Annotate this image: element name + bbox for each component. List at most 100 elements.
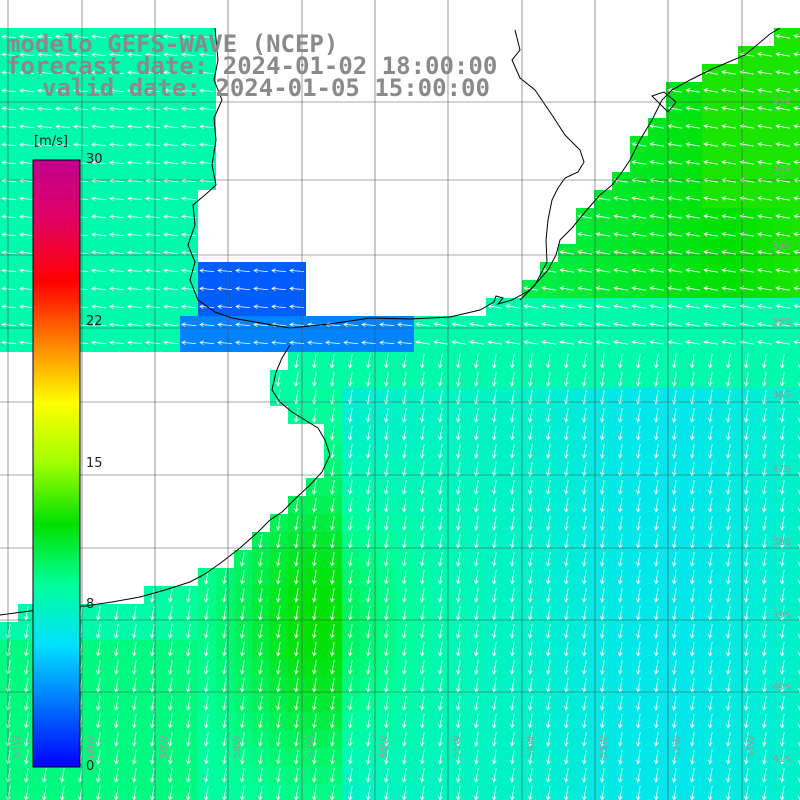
- wind-arrow: [420, 552, 425, 567]
- wind-arrow: [55, 106, 71, 111]
- wind-arrow: [19, 106, 35, 111]
- wind-arrow: [721, 214, 736, 219]
- wind-arrow: [402, 696, 407, 711]
- wind-arrow: [150, 696, 155, 711]
- wind-arrow: [762, 732, 767, 747]
- wind-arrow: [181, 142, 197, 147]
- wind-arrow: [636, 426, 641, 441]
- wind-arrow: [492, 354, 497, 369]
- wind-arrow: [744, 552, 749, 567]
- wind-arrow: [91, 178, 107, 183]
- wind-arrow: [577, 268, 592, 273]
- wind-arrow: [582, 714, 587, 729]
- wind-arrow: [577, 250, 592, 255]
- wind-arrow: [564, 768, 569, 783]
- wind-arrow: [487, 322, 502, 327]
- wind-arrow: [582, 624, 587, 639]
- wind-arrow: [564, 696, 569, 711]
- wind-arrow: [672, 444, 677, 459]
- wind-arrow: [330, 714, 335, 729]
- wind-arrow: [528, 516, 533, 531]
- wind-arrow: [510, 480, 515, 495]
- wind-arrow: [564, 552, 569, 567]
- wind-arrow: [348, 444, 353, 459]
- wind-arrow: [24, 714, 29, 729]
- wind-arrow: [546, 372, 551, 387]
- wind-arrow: [721, 340, 736, 345]
- wind-arrow: [654, 498, 659, 513]
- wind-arrow: [348, 516, 353, 531]
- wind-arrow: [19, 196, 35, 201]
- wind-arrow: [438, 768, 443, 783]
- wind-arrow: [258, 660, 263, 675]
- wind-arrow: [420, 480, 425, 495]
- wind-arrow: [654, 480, 659, 495]
- wind-arrow: [384, 732, 389, 747]
- wind-arrow: [379, 322, 395, 327]
- wind-arrow: [294, 642, 299, 657]
- wind-arrow: [456, 732, 461, 747]
- wind-arrow: [384, 462, 389, 477]
- wind-arrow: [186, 588, 191, 603]
- wind-arrow: [577, 340, 592, 345]
- wind-arrow: [204, 714, 209, 729]
- wind-arrow: [613, 232, 628, 237]
- wind-arrow: [757, 160, 772, 165]
- wind-arrow: [757, 250, 772, 255]
- wind-arrow: [775, 304, 790, 309]
- wind-arrow: [1, 322, 17, 327]
- wind-arrow: [1, 142, 17, 147]
- wind-arrow: [199, 34, 215, 39]
- wind-arrow: [708, 696, 713, 711]
- wind-arrow: [19, 52, 35, 57]
- wind-arrow: [168, 624, 173, 639]
- wind-cell: [792, 766, 800, 784]
- wind-arrow: [132, 768, 137, 783]
- wind-arrow: [618, 570, 623, 585]
- wind-arrow: [762, 714, 767, 729]
- wind-arrow: [708, 588, 713, 603]
- wind-arrow: [199, 178, 215, 183]
- wind-arrow: [762, 588, 767, 603]
- wind-arrow: [438, 660, 443, 675]
- wind-arrow: [456, 480, 461, 495]
- title-line-valid: valid date: 2024-01-05 15:00:00: [42, 74, 490, 102]
- wind-arrow: [492, 588, 497, 603]
- wind-arrow: [55, 70, 71, 75]
- wind-arrow: [114, 660, 119, 675]
- wind-arrow: [775, 106, 790, 111]
- wind-arrow: [649, 250, 664, 255]
- wind-arrow: [726, 408, 731, 423]
- wind-arrow: [366, 732, 371, 747]
- wind-arrow: [330, 444, 335, 459]
- wind-arrow: [114, 750, 119, 765]
- wind-cell: [792, 694, 800, 712]
- lagoon-coastline: [651, 91, 677, 113]
- wind-arrow: [402, 768, 407, 783]
- wind-arrow: [456, 552, 461, 567]
- wind-arrow: [690, 552, 695, 567]
- wind-arrow: [73, 88, 89, 93]
- wind-arrow: [721, 322, 736, 327]
- wind-arrow: [636, 768, 641, 783]
- wind-arrow: [384, 354, 389, 369]
- wind-arrow: [420, 660, 425, 675]
- wind-arrow: [330, 696, 335, 711]
- wind-arrow: [672, 732, 677, 747]
- wind-arrow: [127, 70, 143, 75]
- wind-arrow: [654, 768, 659, 783]
- wind-arrow: [127, 304, 143, 309]
- wind-arrow: [96, 768, 101, 783]
- wind-arrow: [492, 570, 497, 585]
- wind-arrow: [649, 196, 664, 201]
- wind-arrow: [199, 52, 215, 57]
- wind-arrow: [258, 642, 263, 657]
- wind-arrow: [312, 642, 317, 657]
- wind-arrow: [1, 106, 17, 111]
- wind-arrow: [703, 160, 718, 165]
- wind-arrow: [438, 732, 443, 747]
- wind-arrow: [613, 340, 628, 345]
- colorbar-tick-8: 8: [86, 597, 95, 613]
- wind-arrow: [181, 70, 197, 75]
- wind-arrow: [780, 480, 785, 495]
